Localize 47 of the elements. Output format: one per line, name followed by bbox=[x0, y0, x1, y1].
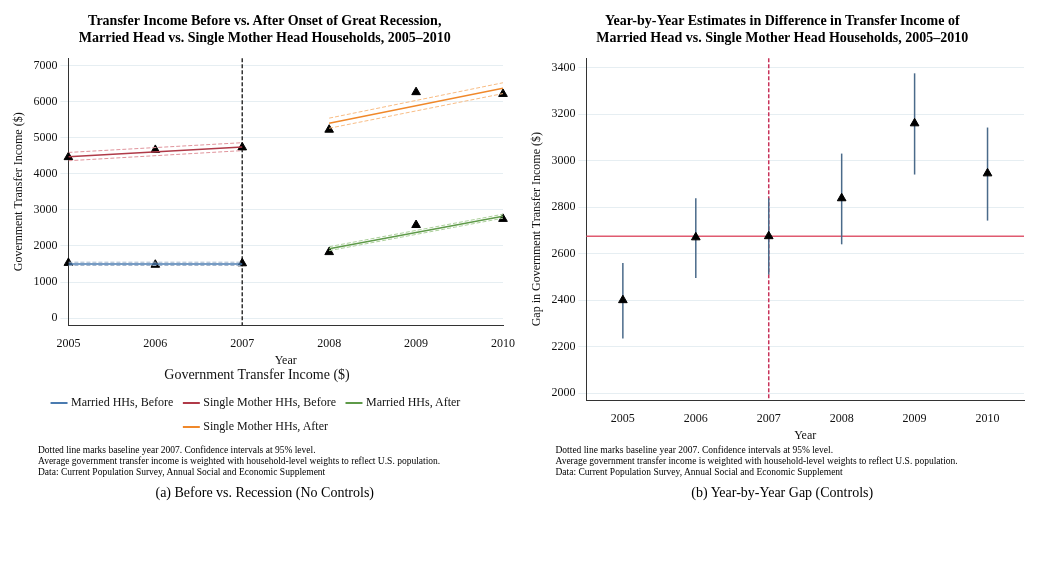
y-tick-label: 2200 bbox=[550, 338, 575, 353]
x-tick-label: 2005 bbox=[56, 335, 81, 350]
y-tick-label: 2800 bbox=[550, 199, 575, 214]
x-tick-label: 2008 bbox=[829, 410, 854, 425]
x-tick-label: 2008 bbox=[317, 335, 342, 350]
x-axis-title: Year bbox=[793, 427, 816, 442]
y-tick-label: 7000 bbox=[33, 57, 58, 72]
y-tick-label: 2600 bbox=[550, 245, 575, 260]
legend-label: Single Mother HHs, Before bbox=[203, 395, 336, 410]
text: Dotted line marks baseline year 2007. Confidence intervals at 95% level. bbox=[555, 445, 835, 456]
text: Average government transfer income is weighted with household-level weights to reflect U.S. population. bbox=[555, 456, 959, 467]
y-tick-label: 0 bbox=[51, 310, 58, 325]
chart-title: Transfer Income Before vs. After Onset of Great Recession, Married Head vs. Single Mother Head Households, 2005–2010 bbox=[77, 12, 452, 47]
text: Average government transfer income is weighted with household-level weights to reflect U.S. population. bbox=[38, 456, 442, 467]
text: (b) Year-by-Year Gap (Controls) bbox=[690, 485, 875, 501]
text: Dotted line marks baseline year 2007. Confidence intervals at 95% level. bbox=[38, 445, 317, 456]
y-tick-label: 1000 bbox=[33, 274, 58, 289]
y-tick-label: 2000 bbox=[550, 385, 575, 400]
legend-label: Married HHs, After bbox=[365, 395, 461, 410]
x-axis-title: Year bbox=[274, 353, 297, 368]
x-tick-label: 2009 bbox=[902, 410, 927, 425]
x-tick-label: 2007 bbox=[230, 335, 255, 350]
y-axis-title: Gap in Government Transfer Income ($) bbox=[528, 132, 543, 327]
x-tick-label: 2009 bbox=[404, 335, 429, 350]
y-tick-label: 6000 bbox=[33, 93, 58, 108]
y-tick-label: 2000 bbox=[33, 238, 58, 253]
chart-title: Year-by-Year Estimates in Difference in Transfer Income of Married Head vs. Single Mother Head Households, 2005–2010 bbox=[595, 12, 970, 47]
x-tick-label: 2007 bbox=[756, 410, 781, 425]
y-tick-label: 2400 bbox=[550, 292, 575, 307]
x-tick-label: 2010 bbox=[491, 335, 515, 350]
legend-label: Married HHs, Before bbox=[71, 395, 174, 410]
text: (a) Before vs. Recession (No Controls) bbox=[154, 485, 375, 501]
y-tick-label: 3000 bbox=[33, 202, 58, 217]
y-tick-label: 3200 bbox=[550, 106, 575, 121]
text: Data: Current Population Survey, Annual Social and Economic Supplement bbox=[38, 467, 327, 478]
text: Data: Current Population Survey, Annual Social and Economic Supplement bbox=[555, 467, 844, 478]
legend-title: Government Transfer Income ($) bbox=[164, 366, 351, 383]
y-tick-label: 3400 bbox=[550, 59, 575, 74]
y-axis-title: Government Transfer Income ($) bbox=[11, 112, 26, 272]
y-tick-label: 4000 bbox=[33, 165, 58, 180]
y-tick-label: 5000 bbox=[33, 129, 58, 144]
x-tick-label: 2006 bbox=[143, 335, 168, 350]
x-tick-label: 2005 bbox=[610, 410, 635, 425]
x-tick-label: 2006 bbox=[683, 410, 708, 425]
y-tick-label: 3000 bbox=[550, 152, 575, 167]
legend-label: Single Mother HHs, After bbox=[203, 419, 328, 434]
x-tick-label: 2010 bbox=[975, 410, 1000, 425]
